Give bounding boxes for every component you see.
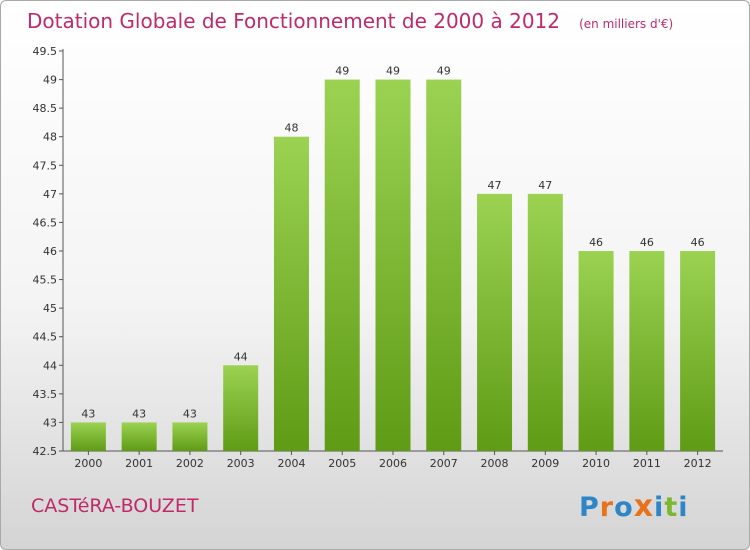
x-tick-label: 2001	[125, 457, 153, 470]
bar-2012	[680, 251, 716, 451]
bar-2010	[578, 251, 614, 451]
data-label: 49	[335, 65, 349, 78]
logo-letter: o	[614, 492, 634, 523]
y-tick-label: 46.5	[33, 216, 58, 229]
bar-2008	[477, 193, 513, 451]
bar-2002	[172, 422, 208, 451]
proxiti-logo: Proxiti	[579, 489, 689, 524]
y-tick-label: 48	[43, 131, 57, 144]
x-tick-label: 2006	[379, 457, 407, 470]
logo-letter: P	[579, 492, 600, 523]
logo-letter: x	[633, 489, 655, 524]
data-label: 47	[488, 179, 502, 192]
title-row: Dotation Globale de Fonctionnement de 20…	[27, 9, 673, 33]
y-tick-label: 43	[43, 416, 57, 429]
data-label: 46	[589, 236, 603, 249]
x-tick-label: 2004	[277, 457, 305, 470]
data-label: 43	[183, 407, 197, 420]
x-tick-label: 2002	[176, 457, 204, 470]
x-tick-label: 2011	[633, 457, 661, 470]
data-label: 47	[538, 179, 552, 192]
bar-2011	[629, 251, 665, 451]
x-tick-label: 2010	[582, 457, 610, 470]
x-tick-label: 2012	[684, 457, 712, 470]
y-tick-label: 44	[43, 359, 57, 372]
data-label: 43	[132, 407, 146, 420]
y-tick-label: 43.5	[33, 388, 58, 401]
logo-letter: r	[599, 492, 615, 523]
chart-subtitle: (en milliers d'€)	[579, 17, 674, 31]
bar-2009	[527, 193, 563, 451]
y-tick-label: 44.5	[33, 331, 58, 344]
data-label: 49	[437, 65, 451, 78]
bar-2003	[223, 365, 259, 451]
y-tick-label: 49.5	[33, 45, 58, 58]
y-tick-label: 48.5	[33, 102, 58, 115]
y-tick-label: 45	[43, 302, 57, 315]
y-tick-label: 45.5	[33, 274, 58, 287]
x-tick-label: 2000	[74, 457, 102, 470]
data-label: 44	[234, 350, 248, 363]
bar-2005	[324, 79, 360, 452]
data-label: 43	[81, 407, 95, 420]
data-label: 46	[640, 236, 654, 249]
logo-letter: t	[664, 492, 679, 523]
logo-letter: i	[654, 492, 665, 523]
chart-title: Dotation Globale de Fonctionnement de 20…	[27, 9, 560, 33]
bar-2001	[121, 422, 157, 451]
x-tick-label: 2005	[328, 457, 356, 470]
x-tick-label: 2009	[531, 457, 559, 470]
logo-letter: i	[678, 492, 689, 523]
y-tick-label: 47	[43, 188, 57, 201]
y-tick-label: 42.5	[33, 445, 58, 458]
data-label: 49	[386, 65, 400, 78]
x-tick-label: 2007	[430, 457, 458, 470]
y-tick-label: 49	[43, 74, 57, 87]
bar-2000	[70, 422, 106, 451]
bar-2004	[273, 136, 309, 451]
y-tick-label: 47.5	[33, 159, 58, 172]
x-tick-label: 2003	[227, 457, 255, 470]
commune-name: CASTéRA-BOUZET	[31, 495, 199, 517]
data-label: 48	[284, 122, 298, 135]
y-tick-label: 46	[43, 245, 57, 258]
bar-2006	[375, 79, 411, 452]
data-label: 46	[691, 236, 705, 249]
x-tick-label: 2008	[481, 457, 509, 470]
bar-2007	[426, 79, 462, 452]
